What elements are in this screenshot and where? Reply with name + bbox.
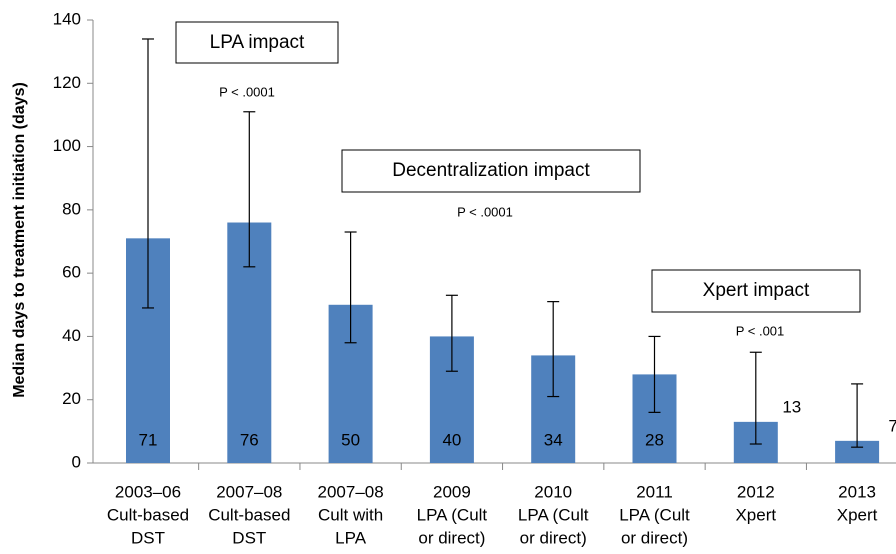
annotation-box — [341, 149, 641, 193]
x-tick-label: Xpert — [735, 505, 776, 524]
x-tick-label: or direct) — [520, 528, 587, 547]
x-tick-label: LPA (Cult — [619, 505, 690, 524]
data-label: 50 — [341, 430, 360, 449]
annotation-box — [175, 21, 339, 64]
data-label: 34 — [544, 430, 563, 449]
annotation: Decentralization impact — [392, 160, 590, 181]
p-value: P < .001 — [736, 323, 785, 338]
x-tick-label: DST — [232, 528, 266, 547]
data-label: 13 — [782, 397, 801, 416]
x-tick-label: LPA (Cult — [518, 505, 589, 524]
x-tick-label: or direct) — [621, 528, 688, 547]
y-tick-label: 80 — [62, 199, 81, 218]
p-value: P < .0001 — [219, 84, 275, 99]
x-tick-label: 2009 — [433, 482, 471, 501]
annotation: Xpert impact — [703, 280, 810, 301]
data-label: 28 — [645, 430, 664, 449]
x-tick-label: Xpert — [837, 505, 878, 524]
annotation-box — [651, 269, 861, 313]
bar — [835, 440, 880, 463]
data-label: 40 — [442, 430, 461, 449]
y-tick-label: 120 — [53, 73, 81, 92]
x-tick-label: LPA — [335, 528, 367, 547]
x-tick-label: 2013 — [838, 482, 876, 501]
x-tick-label: 2007–08 — [216, 482, 282, 501]
data-label: 76 — [240, 430, 259, 449]
data-label: 7 — [888, 416, 896, 435]
y-tick-label: 100 — [53, 136, 81, 155]
x-tick-label: 2007–08 — [318, 482, 384, 501]
y-tick-label: 40 — [62, 326, 81, 345]
x-tick-label: 2003–06 — [115, 482, 181, 501]
x-tick-label: DST — [131, 528, 165, 547]
x-tick-label: Cult with — [318, 505, 383, 524]
x-tick-label: Cult-based — [208, 505, 290, 524]
annotation: LPA impact — [210, 32, 305, 53]
x-tick-label: 2011 — [636, 482, 673, 501]
y-tick-label: 20 — [62, 389, 81, 408]
y-tick-label: 0 — [72, 452, 81, 471]
x-tick-label: 2012 — [737, 482, 775, 501]
y-axis-title: Median days to treatment initiation (day… — [11, 82, 28, 398]
x-tick-label: or direct) — [418, 528, 485, 547]
data-label: 71 — [139, 430, 158, 449]
x-tick-label: Cult-based — [107, 505, 189, 524]
x-tick-label: LPA (Cult — [417, 505, 488, 524]
y-tick-label: 140 — [53, 9, 81, 28]
y-tick-label: 60 — [62, 263, 81, 282]
x-tick-label: 2010 — [534, 482, 572, 501]
p-value: P < .0001 — [457, 204, 513, 219]
